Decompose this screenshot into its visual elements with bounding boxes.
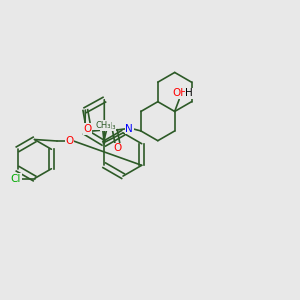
Text: CH₃: CH₃ (95, 121, 110, 130)
Text: OH: OH (173, 88, 189, 98)
Text: N: N (125, 124, 133, 134)
Text: Cl: Cl (11, 173, 21, 184)
Text: CH₃: CH₃ (100, 122, 116, 130)
Text: O: O (65, 136, 74, 146)
Text: H: H (185, 88, 193, 98)
Text: O: O (84, 124, 92, 134)
Text: O: O (114, 143, 122, 153)
